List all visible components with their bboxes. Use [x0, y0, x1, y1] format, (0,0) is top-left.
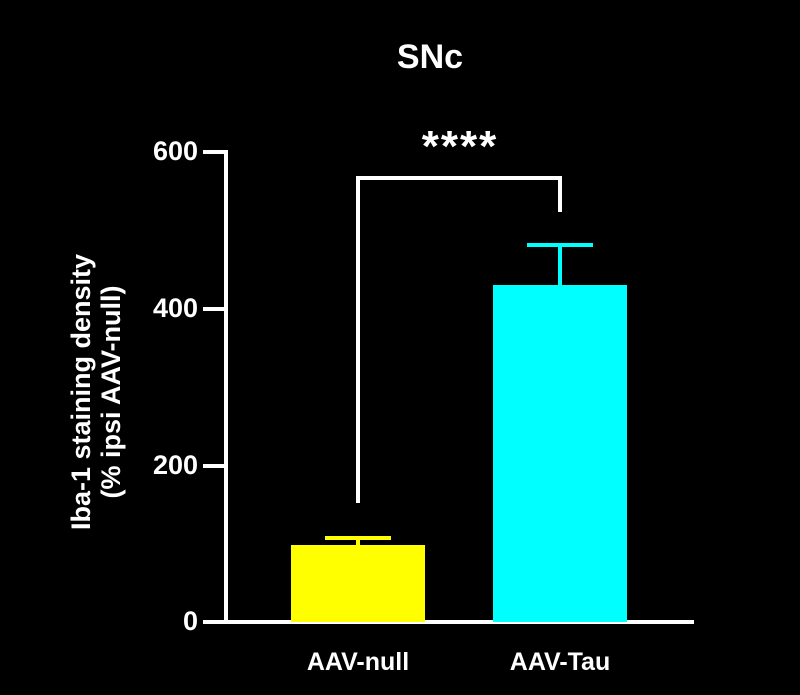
significance-bracket	[356, 176, 562, 503]
y-tick-400: 400	[152, 293, 198, 323]
bar-aav-tau	[493, 243, 627, 622]
x-label-aav-null: AAV-null	[306, 648, 410, 676]
x-label-aav-tau: AAV-Tau	[509, 648, 611, 676]
y-tick-0: 0	[182, 606, 198, 636]
y-tick-600: 600	[152, 136, 198, 166]
bar-aav-null	[291, 536, 425, 622]
y-tick-200: 200	[152, 450, 198, 480]
chart-title: SNc	[396, 38, 464, 76]
significance-stars: ****	[421, 122, 499, 171]
